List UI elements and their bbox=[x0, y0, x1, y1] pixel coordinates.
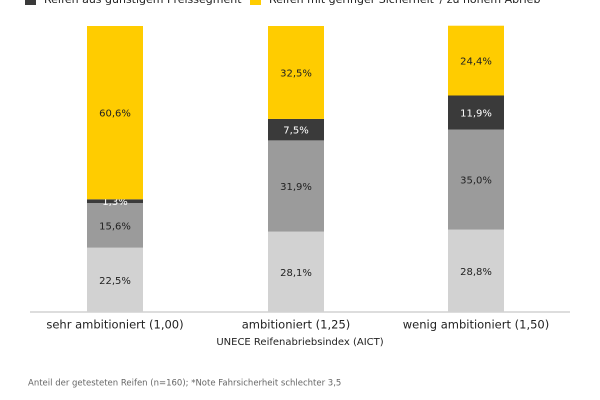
x-tick-label: wenig ambitioniert (1,50) bbox=[403, 318, 549, 332]
value-label: 28,1% bbox=[280, 268, 312, 279]
value-label: 11,9% bbox=[460, 109, 492, 120]
value-label: 28,8% bbox=[460, 267, 492, 278]
x-tick-label: ambitioniert (1,25) bbox=[242, 318, 351, 332]
x-tick-label: sehr ambitioniert (1,00) bbox=[46, 318, 183, 332]
bar-segment bbox=[268, 140, 324, 232]
legend-swatch bbox=[25, 0, 36, 5]
bar-segment bbox=[448, 129, 504, 230]
legend-label: Reifen aus günstigem Preissegment bbox=[44, 0, 242, 6]
bar-segment bbox=[268, 118, 324, 141]
bar-segment bbox=[268, 26, 324, 119]
value-label: 31,9% bbox=[280, 182, 312, 193]
value-label: 24,4% bbox=[460, 57, 492, 68]
value-label: 22,5% bbox=[99, 276, 131, 287]
bar-segment bbox=[87, 247, 143, 312]
bar-segment bbox=[87, 203, 143, 248]
bar-segment bbox=[448, 95, 504, 130]
bar-segment bbox=[448, 25, 504, 96]
value-label: 7,5% bbox=[283, 126, 308, 137]
value-label: 15,6% bbox=[99, 221, 131, 232]
bar-segment bbox=[268, 231, 324, 312]
bar-segment bbox=[448, 229, 504, 312]
value-label: 60,6% bbox=[99, 109, 131, 120]
bar-segment bbox=[87, 199, 143, 204]
footnote: Anteil der getesteten Reifen (n=160); *N… bbox=[28, 379, 341, 389]
bar-segment bbox=[87, 26, 143, 200]
value-label: 32,5% bbox=[280, 68, 312, 79]
value-label: 1,3% bbox=[102, 197, 127, 208]
legend-label: Reifen mit geringer Sicherheit*/ zu hohe… bbox=[269, 0, 540, 6]
x-axis-label: UNECE Reifenabriebsindex (AICT) bbox=[216, 337, 383, 348]
legend-swatch bbox=[250, 0, 261, 5]
value-label: 35,0% bbox=[460, 176, 492, 187]
